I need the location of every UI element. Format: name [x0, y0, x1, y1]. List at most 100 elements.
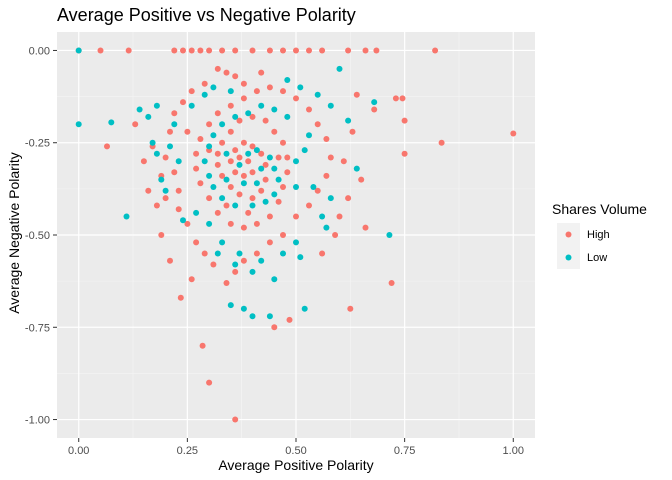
data-point-high [232, 169, 239, 176]
data-point-low [158, 176, 165, 183]
data-point-high [284, 169, 291, 176]
data-point-high [219, 139, 226, 146]
data-point-low [75, 47, 82, 54]
data-point-low [336, 65, 343, 72]
data-point-low [327, 195, 334, 202]
data-points [75, 47, 517, 423]
data-point-high [227, 128, 234, 135]
data-point-low [223, 176, 230, 183]
data-point-high [232, 147, 239, 154]
data-point-low [297, 254, 304, 261]
data-point-high [275, 154, 282, 161]
data-point-low [210, 132, 217, 139]
data-point-high [323, 172, 330, 179]
data-point-high [175, 206, 182, 213]
data-point-low [345, 117, 352, 124]
data-point-high [197, 136, 204, 142]
data-point-high [319, 47, 326, 54]
data-point-high [104, 143, 110, 150]
legend-swatch-low [565, 254, 572, 261]
data-point-high [245, 158, 252, 165]
data-point-high [227, 102, 234, 109]
data-point-low [145, 113, 152, 120]
data-point-high [340, 158, 347, 165]
data-point-high [432, 47, 439, 54]
data-point-low [171, 121, 178, 128]
legend-title: Shares Volume [552, 201, 647, 217]
data-point-low [206, 220, 213, 227]
x-tick-label: 0.25 [177, 445, 198, 457]
data-point-low [271, 165, 278, 172]
data-point-high [227, 158, 234, 165]
data-point-low [293, 184, 299, 190]
data-point-low [136, 106, 143, 113]
data-point-low [219, 195, 226, 202]
data-point-high [240, 224, 247, 231]
data-point-low [206, 172, 213, 179]
data-point-low [253, 180, 260, 187]
data-point-high [232, 268, 239, 275]
data-point-low [188, 102, 195, 109]
data-point-low [297, 84, 304, 91]
data-point-high [162, 195, 169, 202]
data-point-low [258, 102, 265, 109]
y-tick-label: -0.25 [25, 138, 50, 150]
data-point-low [232, 261, 239, 268]
x-tick-label: 0.00 [68, 445, 89, 457]
data-point-high [271, 324, 278, 331]
data-point-low [227, 88, 234, 95]
data-point-low [219, 121, 226, 128]
data-point-high [249, 113, 256, 120]
data-point-high [214, 150, 221, 157]
data-point-high [197, 47, 204, 54]
data-point-high [158, 232, 165, 238]
data-point-low [245, 150, 252, 157]
data-point-low [210, 84, 217, 91]
data-point-low [201, 91, 208, 98]
data-point-high [197, 180, 204, 187]
data-point-high [314, 187, 321, 194]
data-point-high [249, 47, 256, 54]
data-point-high [249, 169, 256, 176]
data-point-high [97, 47, 104, 54]
data-point-low [275, 176, 282, 183]
data-point-high [223, 69, 230, 76]
data-point-high [349, 128, 356, 135]
data-point-low [153, 102, 160, 109]
axis-ticks: 0.00 0.25 0.50 0.75 1.00 0.00 -0.25 -0.50 -0.75 -… [25, 45, 524, 457]
data-point-low [175, 158, 182, 165]
data-point-high [240, 172, 247, 179]
data-point-low [193, 209, 200, 216]
data-point-low [284, 113, 291, 120]
data-point-high [236, 154, 243, 161]
data-point-high [258, 150, 265, 157]
data-point-high [193, 239, 200, 246]
data-point-high [388, 280, 395, 286]
data-point-low [219, 239, 226, 246]
data-point-high [206, 47, 213, 54]
data-point-low [386, 232, 393, 238]
data-point-high [193, 150, 200, 157]
data-point-low [258, 165, 265, 172]
data-point-high [353, 91, 360, 98]
chart-title: Average Positive vs Negative Polarity [57, 5, 356, 25]
data-point-low [240, 180, 247, 187]
data-point-low [327, 102, 334, 109]
data-point-high [293, 213, 299, 220]
data-point-low [258, 257, 265, 264]
data-point-high [253, 250, 260, 257]
data-point-high [232, 73, 239, 80]
data-point-low [253, 147, 260, 154]
data-point-high [232, 416, 239, 423]
data-point-high [240, 257, 247, 264]
data-point-high [214, 65, 221, 72]
data-point-low [266, 313, 273, 320]
y-axis-title: Average Negative Polarity [6, 152, 22, 314]
data-point-low [180, 217, 186, 224]
data-point-high [275, 198, 282, 205]
data-point-high [306, 106, 312, 113]
data-point-high [345, 47, 352, 54]
y-tick-label: -0.50 [25, 230, 50, 242]
data-point-high [358, 176, 365, 183]
data-point-high [266, 239, 273, 246]
